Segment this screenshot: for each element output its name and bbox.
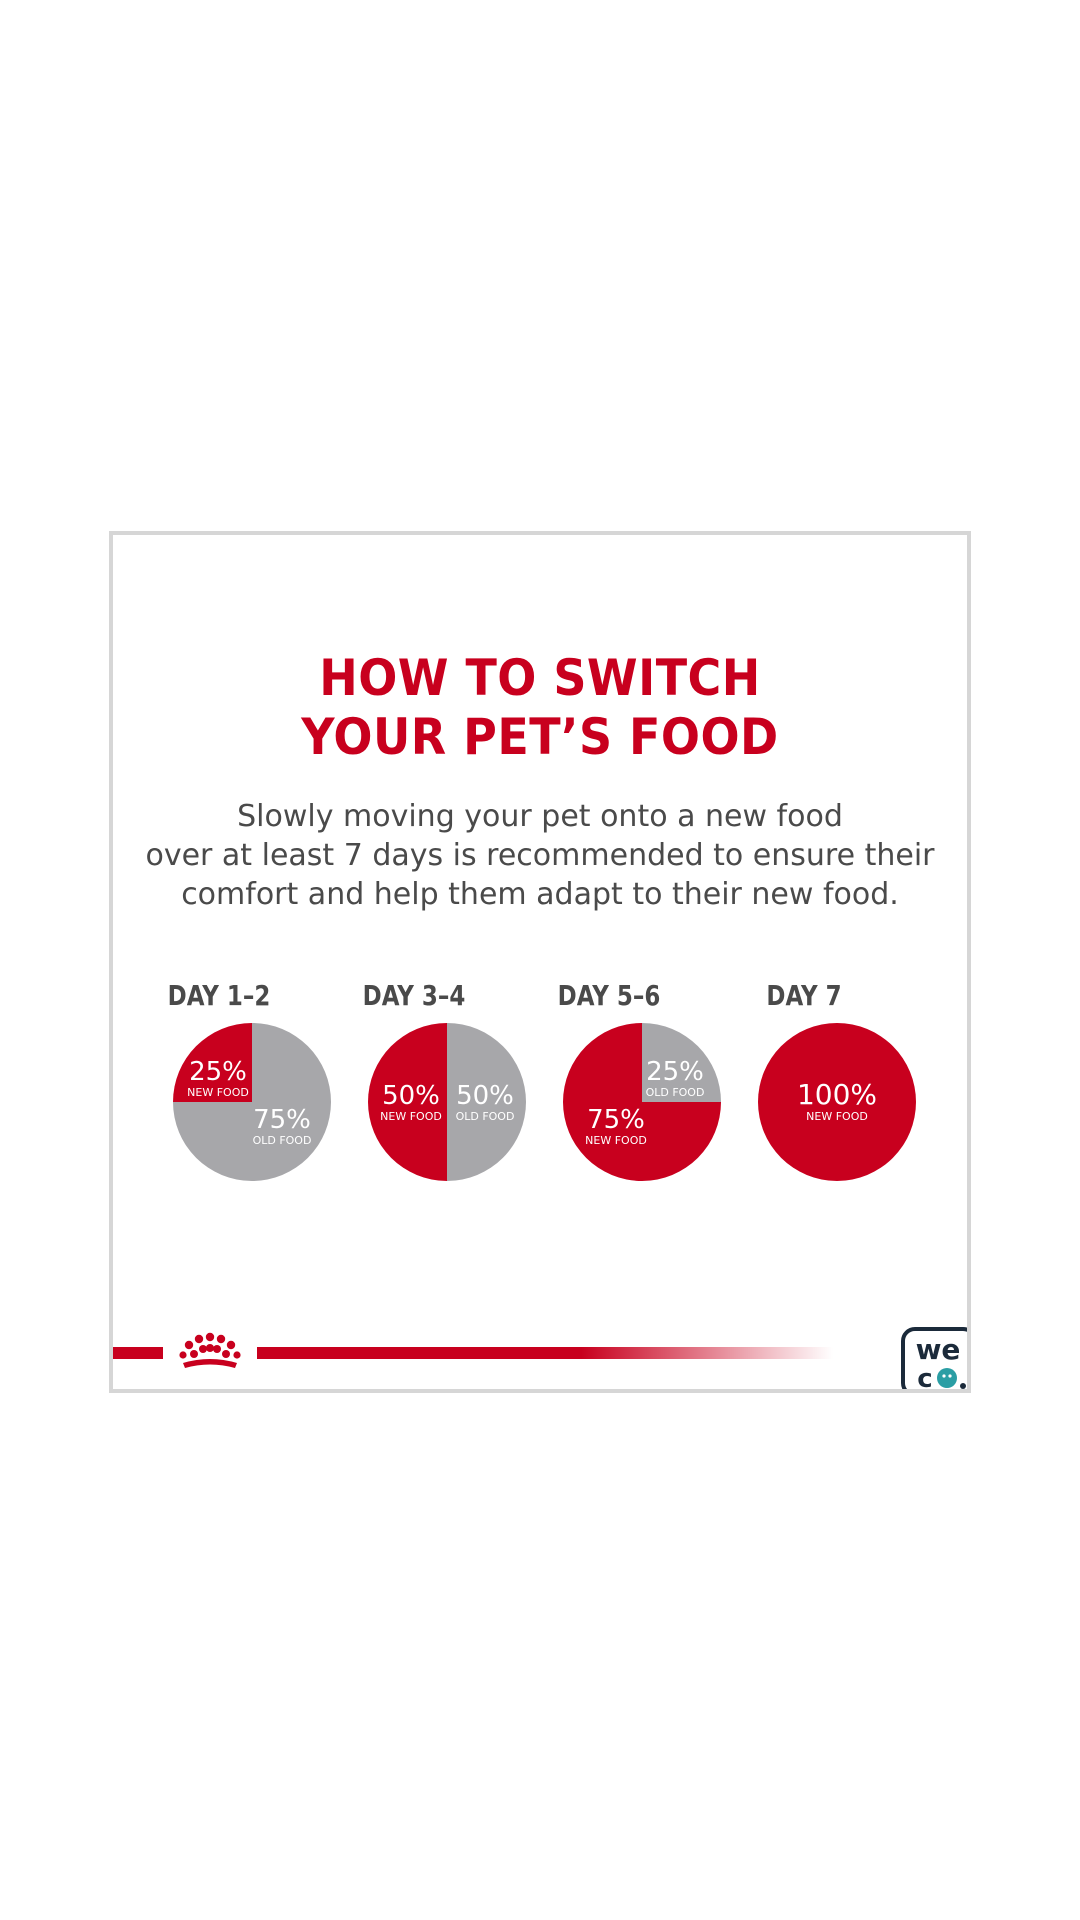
new-food-text-label: NEW FOOD xyxy=(380,1110,442,1123)
old-food-text-label: OLD FOOD xyxy=(646,1086,705,1099)
title-line-1: HOW TO SWITCH xyxy=(319,649,761,707)
old-food-percent-label: 25% xyxy=(646,1057,704,1087)
day-label-3: DAY 5–6 xyxy=(557,979,661,1012)
new-food-text-label: NEW FOOD xyxy=(187,1086,249,1099)
pie-slice-old-food xyxy=(642,1023,721,1102)
subtitle-line-3: comfort and help them adapt to their new… xyxy=(181,877,899,912)
old-food-text-label: OLD FOOD xyxy=(456,1110,515,1123)
pie-4: 100%NEW FOOD xyxy=(758,1023,916,1181)
new-food-percent-label: 100% xyxy=(797,1078,877,1111)
footer-red-line xyxy=(113,1347,833,1359)
day-label-1: DAY 1–2 xyxy=(167,979,271,1012)
weco-text-top: we xyxy=(916,1333,961,1366)
pie-slice-new-food xyxy=(758,1023,916,1181)
old-food-text-label: OLD FOOD xyxy=(253,1134,312,1147)
pie-slice-old-food xyxy=(447,1023,526,1181)
day-label-4: DAY 7 xyxy=(766,979,842,1012)
weco-text-c: c xyxy=(917,1364,932,1393)
new-food-text-label: NEW FOOD xyxy=(585,1134,647,1147)
new-food-percent-label: 75% xyxy=(587,1105,645,1135)
pie-3: 75%NEW FOOD 25%OLD FOOD xyxy=(563,1023,721,1181)
weco-teal-dot xyxy=(937,1368,957,1388)
old-food-percent-label: 50% xyxy=(456,1081,514,1111)
crown-icon xyxy=(163,1327,257,1377)
old-food-percent-label: 75% xyxy=(253,1105,311,1135)
subtitle-line-2: over at least 7 days is recommended to e… xyxy=(145,838,935,873)
day-label-2: DAY 3–4 xyxy=(362,979,466,1012)
new-food-percent-label: 25% xyxy=(189,1057,247,1087)
pie-1: 25%NEW FOOD 75%OLD FOOD xyxy=(173,1023,331,1181)
subtitle-line-1: Slowly moving your pet onto a new food xyxy=(237,799,843,834)
title-line-2: YOUR PET’S FOOD xyxy=(301,708,779,766)
weco-logo-icon: we c xyxy=(901,1327,967,1393)
pie-slice-new-food xyxy=(563,1023,721,1181)
pie-slice-new-food xyxy=(368,1023,447,1181)
food-switch-card: HOW TO SWITCH YOUR PET’S FOOD Slowly mov… xyxy=(109,531,971,1393)
new-food-percent-label: 50% xyxy=(382,1081,440,1111)
pie-slice-new-food xyxy=(173,1023,252,1102)
new-food-text-label: NEW FOOD xyxy=(806,1110,868,1123)
